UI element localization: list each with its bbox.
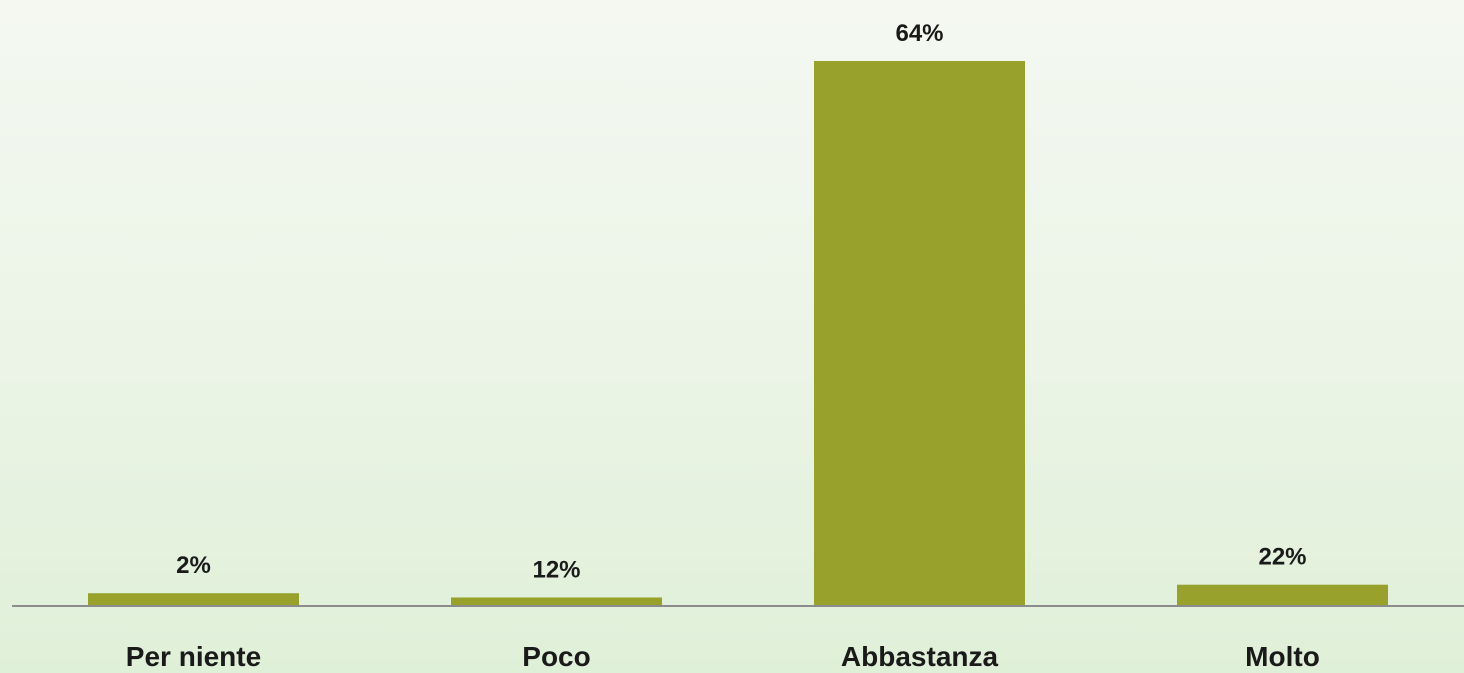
- category-label-3: Molto: [1245, 641, 1320, 672]
- data-label-1: 12%: [532, 556, 580, 583]
- data-label-0: 2%: [176, 552, 211, 579]
- bar-2: [814, 61, 1025, 606]
- data-label-2: 64%: [895, 20, 943, 47]
- category-label-1: Poco: [522, 641, 590, 672]
- bar-0: [88, 593, 299, 606]
- bar-3: [1177, 584, 1388, 606]
- data-label-3: 22%: [1258, 544, 1306, 571]
- category-label-0: Per niente: [126, 641, 261, 672]
- category-label-2: Abbastanza: [841, 641, 999, 672]
- bars-group: [88, 61, 1388, 606]
- bar-1: [451, 597, 662, 606]
- labels-group: 2% Per niente 12% Poco 64% Abbastanza 22% Molto: [126, 20, 1320, 672]
